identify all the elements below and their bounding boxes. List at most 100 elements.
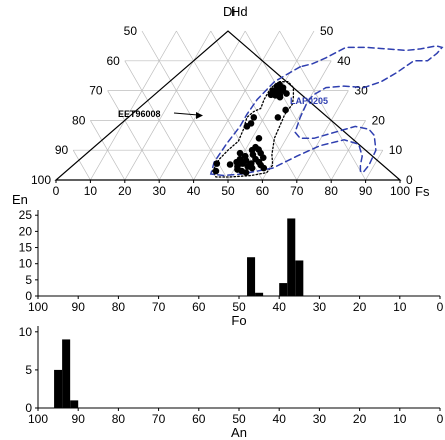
ternary-right-tick-label: 20: [372, 113, 386, 127]
ternary-bottom-tick-label: 40: [187, 184, 201, 198]
ternary-bottom-tick-label: 0: [53, 184, 60, 198]
y-tick-label: 0: [25, 289, 32, 303]
eet96008-arrow-head: [196, 112, 203, 119]
x-tick-label: 0: [437, 412, 444, 426]
apex-label-en: En: [12, 192, 28, 207]
apex-label-di: Di: [223, 4, 235, 19]
ternary-bottom-tick-label: 20: [118, 184, 132, 198]
eet96008-point: [234, 166, 241, 173]
eet96008-point: [239, 160, 246, 167]
histogram-bar: [54, 369, 63, 408]
histogram-bar: [287, 218, 296, 296]
ternary-left-tick-label: 70: [89, 84, 103, 98]
x-tick-label: 80: [112, 300, 126, 314]
eet96008-point: [259, 154, 267, 161]
ternary-left-tick-label: 90: [55, 143, 69, 157]
ternary-bottom-tick-label: 10: [84, 184, 98, 198]
ternary-gridline: [279, 30, 366, 181]
ternary-gridline: [176, 30, 263, 181]
eet96008-point: [213, 160, 221, 167]
ternary-left-tick-label: 80: [72, 113, 86, 127]
eet96008-point: [226, 161, 234, 168]
ternary-right-tick-label: 50: [320, 24, 334, 38]
x-tick-label: 30: [313, 412, 327, 426]
eet96008-point: [250, 114, 258, 121]
eet96008-field-outline: [211, 81, 295, 178]
x-tick-label: 100: [28, 412, 48, 426]
x-tick-label: 80: [112, 412, 126, 426]
ternary-bottom-tick-label: 100: [390, 184, 410, 198]
eet96008-point: [212, 167, 220, 175]
eet96008-arrow-line: [173, 112, 199, 116]
eet96008-point: [274, 114, 282, 121]
histogram-bar: [247, 257, 256, 296]
ternary-left-tick-label: 50: [124, 24, 138, 38]
ternary-gridline: [141, 30, 229, 181]
x-tick-label: 60: [192, 300, 206, 314]
y-tick-label: 5: [25, 273, 32, 287]
y-tick-label: 15: [19, 241, 33, 255]
y-tick-label: 10: [19, 325, 33, 339]
y-tick-label: 10: [19, 257, 33, 271]
x-tick-label: 20: [353, 300, 367, 314]
y-tick-label: 20: [19, 224, 33, 238]
histogram-bar: [255, 292, 264, 296]
y-tick-label: 0: [25, 401, 32, 415]
eet96008-point: [242, 169, 250, 176]
apex-label-fs: Fs: [415, 184, 430, 199]
ternary-plot: 0 10 20 30 40 50 60 70 80 90 100506070809010050403…: [12, 4, 444, 207]
ternary-gridline: [107, 90, 160, 181]
ternary-bottom-tick-label: 30: [153, 184, 167, 198]
eet96008-label: EET96008: [118, 109, 161, 119]
histogram-bar: [295, 260, 304, 296]
x-tick-label: 40: [273, 412, 287, 426]
eet96008-point: [236, 149, 244, 157]
histogram-bar: [279, 283, 288, 296]
ternary-bottom-tick-label: 70: [290, 184, 304, 198]
ternary-gridline: [244, 30, 332, 181]
eet96008-point: [276, 93, 284, 101]
x-tick-label: 30: [313, 300, 327, 314]
eet96008-point: [255, 134, 263, 142]
eet96008-point: [282, 106, 289, 114]
ternary-right-tick-label: 10: [389, 143, 403, 157]
eet96008-point: [252, 155, 259, 163]
x-tick-label: 20: [353, 412, 367, 426]
eet96008-point: [248, 146, 256, 154]
histogram-bar: [62, 339, 71, 408]
lap0205-label: LAP0205: [290, 96, 328, 106]
eet96008-point: [247, 120, 255, 127]
ternary-gridline: [72, 150, 91, 181]
ternary-gridline: [193, 30, 280, 181]
x-tick-label: 50: [232, 300, 246, 314]
ternary-gridline: [365, 150, 384, 181]
x-tick-label: 90: [72, 300, 86, 314]
y-tick-label: 5: [25, 363, 32, 377]
ternary-right-tick-label: 0: [406, 173, 413, 187]
ternary-left-tick-label: 100: [31, 173, 51, 187]
x-axis-label: An: [231, 425, 247, 440]
eet96008-point: [260, 164, 268, 172]
x-tick-label: 60: [192, 412, 206, 426]
apex-label-hd: Hd: [231, 4, 248, 19]
ternary-gridline: [124, 30, 212, 181]
x-tick-label: 100: [28, 300, 48, 314]
x-tick-label: 70: [152, 412, 166, 426]
x-tick-label: 10: [393, 412, 407, 426]
x-tick-label: 50: [232, 412, 246, 426]
ternary-left-tick-label: 60: [106, 54, 120, 68]
ternary-bottom-tick-label: 80: [325, 184, 339, 198]
ternary-bottom-tick-label: 60: [256, 184, 270, 198]
eet96008-point: [267, 91, 275, 99]
x-axis-label: Fo: [231, 313, 246, 328]
ternary-right-tick-label: 30: [354, 84, 368, 98]
eet96008-point: [233, 158, 240, 166]
ternary-gridline: [124, 60, 194, 181]
lap0205-field-outline: [209, 45, 444, 177]
x-tick-label: 70: [152, 300, 166, 314]
eet96008-point: [283, 90, 290, 97]
y-tick-label: 25: [19, 208, 33, 222]
